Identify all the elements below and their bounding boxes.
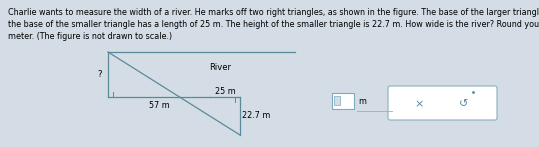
Text: 22.7 m: 22.7 m — [242, 112, 270, 121]
FancyBboxPatch shape — [388, 86, 497, 120]
Bar — [332, 93, 354, 109]
Text: the base of the smaller triangle has a length of 25 m. The height of the smaller: the base of the smaller triangle has a l… — [8, 20, 539, 29]
Text: 25 m: 25 m — [215, 86, 236, 96]
Text: ?: ? — [98, 70, 102, 79]
Text: ↺: ↺ — [459, 99, 468, 109]
Text: Charlie wants to measure the width of a river. He marks off two right triangles,: Charlie wants to measure the width of a … — [8, 8, 539, 17]
Text: ×: × — [414, 99, 424, 109]
Bar — [334, 96, 340, 105]
Text: River: River — [209, 64, 231, 72]
Text: m: m — [358, 97, 366, 106]
Text: meter. (The figure is not drawn to scale.): meter. (The figure is not drawn to scale… — [8, 32, 172, 41]
Text: 57 m: 57 m — [149, 101, 169, 111]
